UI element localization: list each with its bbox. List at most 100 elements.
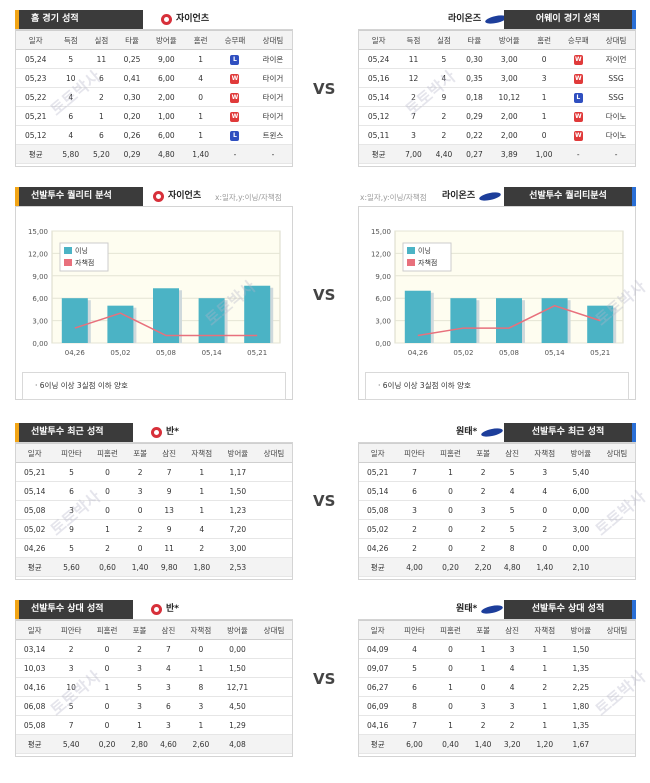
table-row: 05,08 7 0 1 3 1 1,29 bbox=[16, 715, 292, 735]
table-cell: 2 bbox=[468, 481, 498, 501]
table-average-row: 평균 4,00 0,20 2,20 4,80 1,40 2,10 bbox=[359, 557, 635, 577]
recent-left-team: 반* bbox=[151, 423, 179, 442]
lions-logo-icon bbox=[480, 603, 504, 616]
table-cell: 05,22 bbox=[16, 87, 56, 107]
table-cell: 11 bbox=[154, 538, 184, 558]
table-cell: 05,14 bbox=[16, 481, 54, 501]
table-cell: 3 bbox=[53, 500, 90, 520]
away-team-name: 라이온즈 bbox=[448, 10, 508, 29]
vs-right-pitcher: 원태* bbox=[456, 604, 478, 614]
table-cell: 타이거 bbox=[253, 68, 292, 88]
column-header: 삼진 bbox=[497, 443, 527, 463]
table-row: 05,14 6 0 2 4 4 6,00 bbox=[359, 481, 635, 501]
table-cell: 6,00 bbox=[147, 68, 186, 88]
bar bbox=[61, 298, 88, 343]
column-header: 피홈런 bbox=[432, 443, 469, 463]
table-cell: L bbox=[559, 87, 598, 107]
table-cell: 05,21 bbox=[16, 462, 54, 482]
table-cell: 1,40 bbox=[468, 734, 498, 754]
recent-right-team: 원태* bbox=[456, 423, 504, 442]
table-row: 05,11 3 2 0,22 2,00 0 W 다이노 bbox=[359, 125, 635, 145]
table-cell: 2 bbox=[497, 715, 527, 735]
table-cell: 0 bbox=[89, 715, 126, 735]
table-cell: 1 bbox=[526, 658, 563, 678]
table-cell: 2 bbox=[526, 677, 563, 697]
table-cell: 9 bbox=[53, 519, 90, 539]
table-row: 05,21 6 1 0,20 1,00 1 W 타이거 bbox=[16, 106, 292, 126]
win-badge: W bbox=[230, 111, 240, 122]
table-cell bbox=[255, 557, 292, 577]
table-cell: 0,27 bbox=[459, 144, 490, 164]
table-cell: 04,26 bbox=[359, 538, 397, 558]
table-cell: 평균 bbox=[16, 734, 54, 754]
table-cell: 2,10 bbox=[562, 557, 599, 577]
table-cell: 1 bbox=[526, 715, 563, 735]
win-badge: W bbox=[230, 73, 240, 84]
bar bbox=[153, 288, 179, 343]
table-cell: 2 bbox=[183, 538, 220, 558]
table-cell: 1,40 bbox=[185, 144, 216, 164]
table-row: 05,12 4 6 0,26 6,00 1 L 트윈스 bbox=[16, 125, 292, 145]
table-cell: 1,50 bbox=[218, 658, 257, 678]
table-cell: 1 bbox=[526, 696, 563, 716]
table-cell: 1 bbox=[432, 462, 469, 482]
quality-right-team: 라이온즈 bbox=[442, 187, 502, 206]
table-cell: 3,00 bbox=[562, 519, 599, 539]
column-header: 실점 bbox=[86, 30, 117, 50]
table-cell: 10,03 bbox=[16, 658, 54, 678]
column-header: 홈런 bbox=[528, 30, 560, 50]
table-cell: 1,40 bbox=[526, 557, 563, 577]
table-row: 05,14 6 0 3 9 1 1,50 bbox=[16, 481, 292, 501]
table-cell: 6 bbox=[396, 481, 433, 501]
table-row: 05,24 11 5 0,30 3,00 0 W 자이언 bbox=[359, 49, 635, 69]
column-header: 타율 bbox=[116, 30, 148, 50]
table-cell: 1 bbox=[183, 462, 220, 482]
table-cell: 9 bbox=[428, 87, 460, 107]
table-cell: 0 bbox=[89, 658, 126, 678]
table-cell: 3 bbox=[526, 462, 563, 482]
table-cell bbox=[598, 677, 635, 697]
table-row: 06,09 8 0 3 3 1 1,80 bbox=[359, 696, 635, 716]
column-header: 자책점 bbox=[183, 443, 220, 463]
table-row: 03,14 2 0 2 7 0 0,00 bbox=[16, 639, 292, 659]
table-cell: 0 bbox=[432, 481, 469, 501]
table-cell: 3,00 bbox=[489, 49, 529, 69]
table-cell: 타이거 bbox=[253, 106, 292, 126]
table-row: 05,23 10 6 0,41 6,00 4 W 타이거 bbox=[16, 68, 292, 88]
y-tick-label: 3,00 bbox=[375, 318, 391, 326]
table-cell: 9 bbox=[154, 519, 184, 539]
table-cell: L bbox=[215, 49, 254, 69]
table-cell: 0,22 bbox=[459, 125, 490, 145]
column-header: 자책점 bbox=[526, 443, 563, 463]
table-cell: 0,60 bbox=[89, 557, 126, 577]
table-cell: 05,21 bbox=[359, 462, 397, 482]
column-header: 삼진 bbox=[154, 443, 184, 463]
table-row: 05,22 4 2 0,30 2,00 0 W 타이거 bbox=[16, 87, 292, 107]
win-badge: W bbox=[573, 130, 583, 141]
table-cell: 4,00 bbox=[396, 557, 433, 577]
legend-swatch bbox=[407, 247, 415, 254]
table-cell: 1 bbox=[89, 677, 126, 697]
table-header-row: 일자 피안타 피홈런 포볼 삼진 자책점 방어율 상대팀 bbox=[359, 443, 635, 463]
table-cell: 2,20 bbox=[468, 557, 498, 577]
column-header: 방어율 bbox=[219, 443, 256, 463]
column-header: 피홈런 bbox=[432, 620, 469, 640]
table-cell: 11 bbox=[398, 49, 429, 69]
table-cell: - bbox=[253, 144, 292, 164]
table-row: 05,08 3 0 3 5 0 0,00 bbox=[359, 500, 635, 520]
table-cell: 1,00 bbox=[528, 144, 560, 164]
table-cell: 6,00 bbox=[147, 125, 186, 145]
table-row: 05,02 2 0 2 5 2 3,00 bbox=[359, 519, 635, 539]
vs-left-team: 반* bbox=[151, 600, 179, 619]
table-cell: 2 bbox=[468, 538, 498, 558]
table-cell: 06,08 bbox=[16, 696, 54, 716]
quality-right-note-text: 6이닝 이상 3실점 이하 양호 bbox=[382, 381, 471, 390]
y-tick-label: 0,00 bbox=[32, 340, 48, 348]
column-header: 방어율 bbox=[147, 30, 186, 50]
table-cell: 5 bbox=[53, 696, 90, 716]
x-tick-label: 05,14 bbox=[545, 349, 566, 357]
table-cell: 05,14 bbox=[359, 87, 399, 107]
table-cell: 0 bbox=[468, 677, 498, 697]
table-cell: 5 bbox=[53, 462, 90, 482]
